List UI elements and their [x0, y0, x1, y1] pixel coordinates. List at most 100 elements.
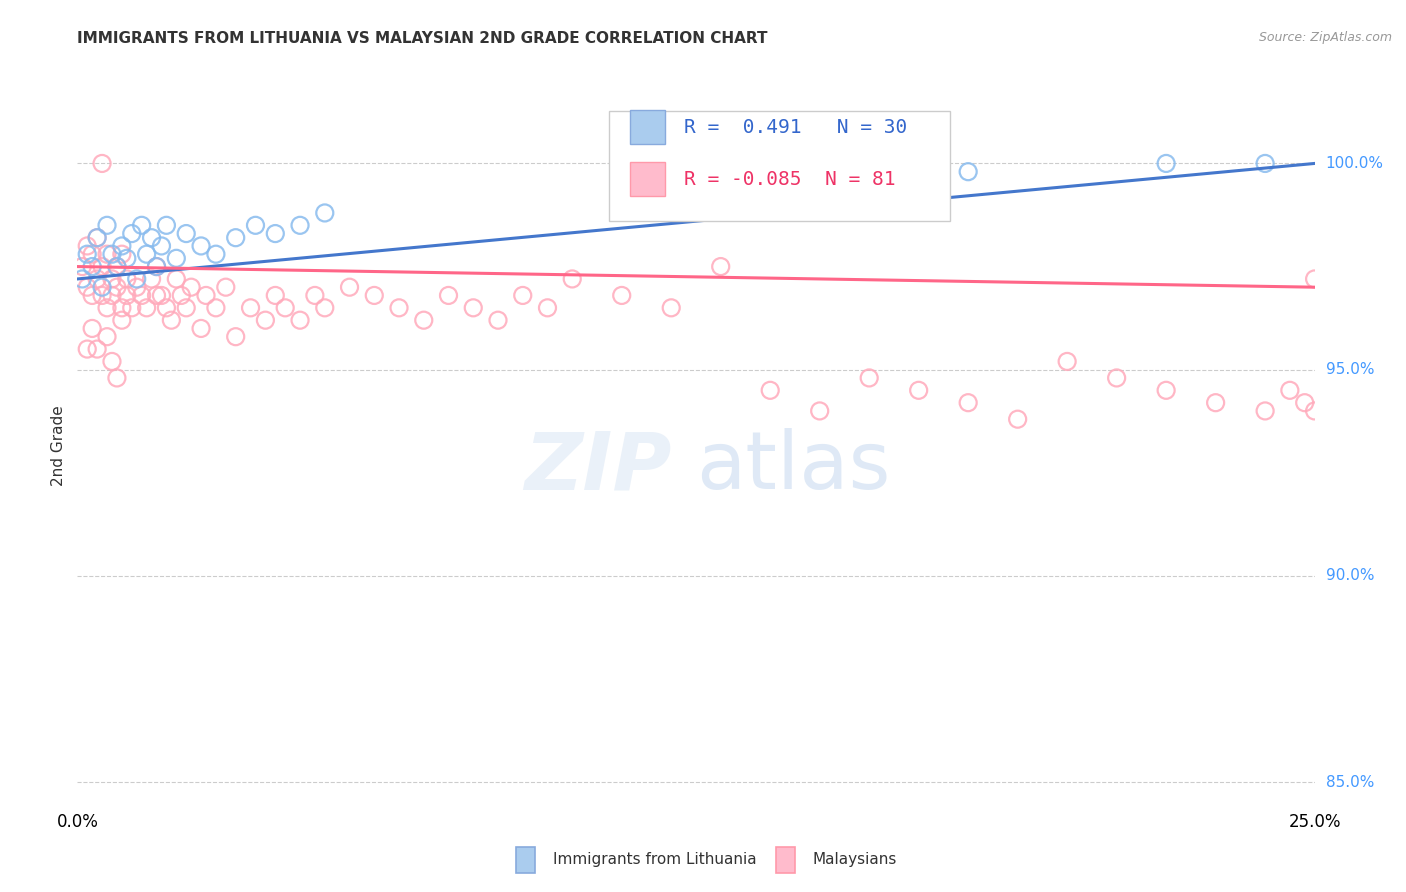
- Point: [86, 230, 108, 244]
- Text: 95.0%: 95.0%: [1326, 362, 1374, 377]
- Point: [105, 371, 128, 385]
- Point: [111, 239, 134, 253]
- Point: [610, 288, 633, 302]
- Point: [125, 272, 148, 286]
- Text: IMMIGRANTS FROM LITHUANIA VS MALAYSIAN 2ND GRADE CORRELATION CHART: IMMIGRANTS FROM LITHUANIA VS MALAYSIAN 2…: [77, 31, 768, 46]
- Text: atlas: atlas: [696, 428, 890, 507]
- Point: [135, 301, 157, 315]
- Point: [1303, 272, 1326, 286]
- Point: [91, 288, 114, 302]
- Point: [86, 272, 108, 286]
- Point: [245, 219, 267, 233]
- FancyBboxPatch shape: [609, 111, 949, 221]
- Point: [759, 384, 782, 398]
- Point: [76, 239, 98, 253]
- Text: R =  0.491   N = 30: R = 0.491 N = 30: [683, 118, 907, 136]
- Point: [205, 247, 228, 261]
- Point: [412, 313, 434, 327]
- Point: [304, 288, 326, 302]
- Point: [155, 301, 177, 315]
- Point: [264, 227, 287, 241]
- Text: Immigrants from Lithuania: Immigrants from Lithuania: [553, 852, 756, 867]
- Point: [121, 301, 143, 315]
- Point: [264, 288, 287, 302]
- Point: [314, 206, 336, 220]
- Point: [105, 280, 128, 294]
- Bar: [630, 162, 665, 196]
- Point: [254, 313, 277, 327]
- Text: 100.0%: 100.0%: [1326, 156, 1384, 171]
- Point: [145, 260, 167, 274]
- Point: [91, 280, 114, 294]
- Text: ZIP: ZIP: [524, 428, 671, 507]
- Point: [190, 239, 212, 253]
- Point: [486, 313, 509, 327]
- Point: [363, 288, 385, 302]
- Point: [91, 156, 114, 170]
- Y-axis label: 2nd Grade: 2nd Grade: [51, 406, 66, 486]
- Point: [174, 301, 197, 315]
- Point: [1007, 412, 1029, 426]
- Point: [101, 354, 124, 368]
- Point: [101, 272, 124, 286]
- Point: [111, 247, 134, 261]
- Point: [180, 280, 202, 294]
- Point: [131, 219, 153, 233]
- Point: [76, 247, 98, 261]
- Point: [239, 301, 262, 315]
- Point: [274, 301, 297, 315]
- Point: [86, 342, 108, 356]
- Point: [225, 329, 247, 343]
- Point: [101, 288, 124, 302]
- Point: [96, 219, 118, 233]
- Text: R = -0.085  N = 81: R = -0.085 N = 81: [683, 169, 896, 188]
- Point: [165, 252, 187, 266]
- Point: [91, 260, 114, 274]
- Point: [72, 272, 94, 286]
- Point: [115, 252, 138, 266]
- Point: [150, 288, 173, 302]
- Point: [96, 329, 118, 343]
- Point: [388, 301, 411, 315]
- Point: [1154, 156, 1177, 170]
- Point: [105, 260, 128, 274]
- Point: [1254, 404, 1277, 418]
- Point: [82, 288, 104, 302]
- Point: [174, 227, 197, 241]
- Point: [957, 164, 980, 178]
- Point: [1254, 156, 1277, 170]
- Point: [1205, 395, 1227, 409]
- Point: [561, 272, 583, 286]
- Point: [205, 301, 228, 315]
- Bar: [630, 110, 665, 145]
- Text: Malaysians: Malaysians: [813, 852, 897, 867]
- Point: [907, 384, 929, 398]
- Point: [82, 247, 104, 261]
- Text: 85.0%: 85.0%: [1326, 774, 1374, 789]
- Point: [437, 288, 460, 302]
- Point: [1303, 404, 1326, 418]
- Point: [512, 288, 534, 302]
- Point: [105, 260, 128, 274]
- Point: [957, 395, 980, 409]
- Point: [121, 227, 143, 241]
- Point: [165, 272, 187, 286]
- Point: [111, 313, 134, 327]
- Point: [710, 260, 733, 274]
- Point: [1105, 371, 1128, 385]
- Point: [145, 260, 167, 274]
- Point: [170, 288, 193, 302]
- Point: [288, 219, 311, 233]
- Point: [141, 272, 163, 286]
- Text: 90.0%: 90.0%: [1326, 568, 1374, 583]
- Point: [131, 288, 153, 302]
- Point: [463, 301, 485, 315]
- Point: [808, 404, 831, 418]
- Point: [82, 321, 104, 335]
- Point: [190, 321, 212, 335]
- Point: [115, 288, 138, 302]
- Point: [160, 313, 183, 327]
- Point: [1154, 384, 1177, 398]
- Point: [82, 260, 104, 274]
- Point: [1056, 354, 1078, 368]
